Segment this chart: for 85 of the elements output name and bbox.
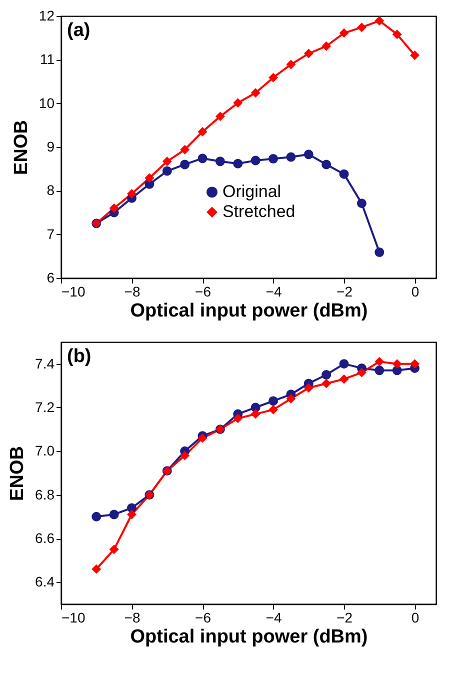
point bbox=[92, 512, 102, 522]
point bbox=[162, 156, 172, 166]
y-tick-label: 7 bbox=[46, 226, 55, 242]
point bbox=[304, 383, 314, 393]
point bbox=[198, 126, 208, 136]
y-tick-label: 6.6 bbox=[35, 530, 55, 546]
point bbox=[268, 72, 278, 82]
y-tick-label: 6 bbox=[46, 270, 55, 286]
point bbox=[339, 359, 349, 369]
point bbox=[286, 60, 296, 70]
y-tick-label: 6.4 bbox=[35, 574, 55, 590]
point bbox=[198, 154, 208, 164]
x-tick-label: −2 bbox=[336, 284, 353, 300]
x-tick-label: −4 bbox=[266, 284, 282, 300]
point bbox=[304, 150, 314, 160]
point bbox=[144, 173, 154, 183]
point bbox=[410, 50, 420, 60]
point bbox=[322, 160, 332, 170]
y-tick-label: 6.8 bbox=[35, 486, 55, 502]
point bbox=[180, 450, 190, 460]
point bbox=[322, 378, 332, 388]
y-tick-label: 7.4 bbox=[35, 355, 55, 372]
annotation: (a) bbox=[67, 20, 90, 41]
point bbox=[286, 394, 296, 404]
point bbox=[268, 396, 278, 406]
x-tick-label: −8 bbox=[124, 610, 140, 626]
point bbox=[109, 544, 119, 554]
x-tick-label: −10 bbox=[62, 610, 86, 626]
point bbox=[180, 160, 190, 170]
y-tick-label: 11 bbox=[40, 51, 55, 68]
point bbox=[322, 370, 332, 380]
point bbox=[304, 48, 314, 58]
point bbox=[268, 154, 278, 164]
point bbox=[374, 248, 384, 257]
x-tick-label: 0 bbox=[411, 284, 420, 300]
point bbox=[410, 359, 420, 369]
point bbox=[233, 98, 243, 108]
point bbox=[268, 404, 278, 414]
point bbox=[127, 510, 136, 520]
point bbox=[339, 169, 349, 179]
y-tick-label: 12 bbox=[38, 8, 55, 24]
point bbox=[215, 112, 225, 122]
point bbox=[356, 22, 366, 32]
point bbox=[109, 203, 119, 213]
point bbox=[374, 356, 384, 366]
point bbox=[392, 30, 402, 40]
point bbox=[356, 198, 366, 208]
point bbox=[339, 28, 349, 38]
legend-label: Stretched bbox=[222, 202, 296, 222]
x-axis-title: Optical input power (dBm) bbox=[130, 300, 368, 322]
annotation: (b) bbox=[67, 346, 92, 367]
point bbox=[339, 374, 349, 384]
point bbox=[162, 166, 172, 176]
y-tick-label: 8 bbox=[46, 182, 55, 198]
y-axis-title: ENOB bbox=[10, 120, 32, 175]
x-tick-label: −2 bbox=[336, 610, 353, 626]
point bbox=[250, 409, 260, 419]
x-tick-label: −6 bbox=[195, 610, 212, 626]
y-tick-label: 10 bbox=[38, 94, 55, 111]
y-tick-label: 7.2 bbox=[35, 399, 55, 415]
point bbox=[233, 414, 243, 424]
x-tick-label: −8 bbox=[124, 284, 140, 300]
point bbox=[109, 510, 119, 520]
point bbox=[180, 144, 190, 154]
point bbox=[322, 41, 332, 51]
y-axis-title: ENOB bbox=[7, 446, 28, 501]
point bbox=[374, 366, 384, 376]
x-tick-label: −10 bbox=[62, 284, 86, 300]
point bbox=[286, 152, 296, 162]
y-tick-label: 7.0 bbox=[35, 442, 55, 459]
point bbox=[215, 156, 225, 166]
x-axis-title: Optical input power (dBm) bbox=[130, 626, 368, 648]
x-tick-label: −4 bbox=[266, 610, 282, 626]
legend-label: Original bbox=[222, 182, 282, 202]
point bbox=[392, 359, 402, 369]
point bbox=[233, 158, 243, 168]
point bbox=[250, 88, 260, 98]
x-tick-label: −6 bbox=[195, 284, 212, 300]
point bbox=[374, 16, 384, 26]
x-tick-label: 0 bbox=[411, 610, 420, 626]
point bbox=[356, 368, 366, 378]
point bbox=[92, 564, 102, 574]
point bbox=[250, 156, 260, 166]
point bbox=[127, 188, 136, 198]
y-tick-label: 9 bbox=[46, 138, 55, 154]
